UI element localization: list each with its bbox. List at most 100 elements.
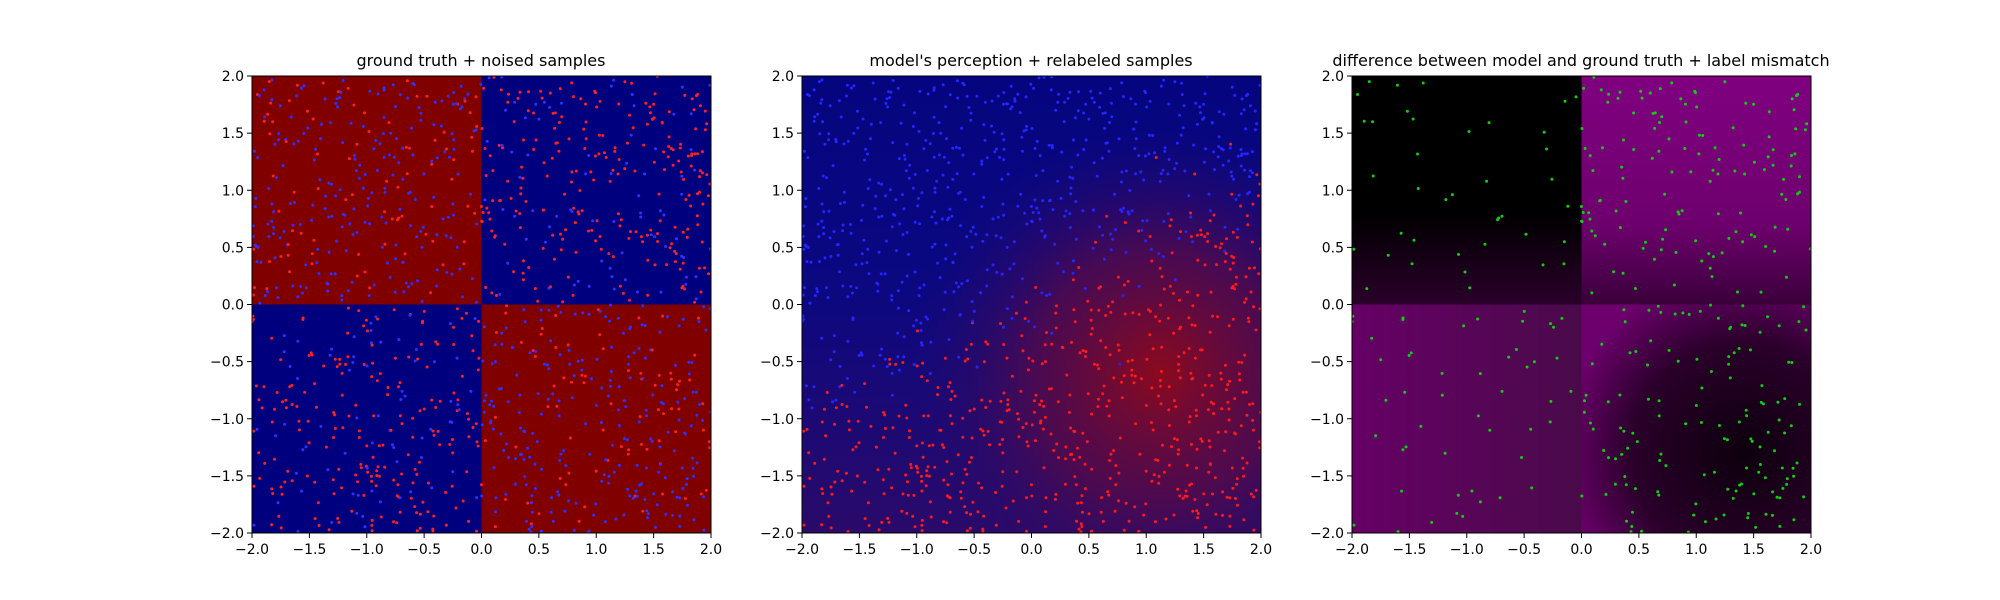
- scatter-point: [1029, 205, 1033, 208]
- scatter-point: [252, 293, 255, 297]
- scatter-point: [1242, 108, 1246, 112]
- scatter-point: [681, 230, 685, 234]
- scatter-point: [354, 473, 358, 477]
- scatter-point: [432, 433, 436, 437]
- scatter-point: [1771, 148, 1775, 152]
- scatter-point: [1759, 400, 1763, 404]
- scatter-point: [271, 120, 275, 124]
- scatter-point: [698, 190, 701, 194]
- scatter-point: [895, 249, 898, 253]
- scatter-point: [681, 486, 685, 490]
- scatter-point: [489, 421, 492, 425]
- scatter-point: [1195, 233, 1199, 237]
- scatter-point: [1752, 160, 1756, 164]
- x-tick-label: −1.0: [350, 542, 384, 558]
- scatter-point: [1054, 326, 1058, 330]
- scatter-point: [383, 190, 387, 194]
- scatter-point: [897, 368, 901, 372]
- scatter-point: [482, 410, 486, 414]
- scatter-point: [963, 467, 967, 471]
- scatter-point: [304, 263, 308, 267]
- scatter-point: [913, 111, 916, 115]
- scatter-point: [1137, 284, 1141, 288]
- scatter-point: [1196, 293, 1200, 297]
- scatter-point: [287, 99, 291, 103]
- scatter-point: [451, 202, 455, 206]
- scatter-point: [1201, 393, 1205, 397]
- scatter-point: [434, 406, 438, 409]
- scatter-point: [1073, 475, 1077, 479]
- scatter-point: [1071, 271, 1075, 275]
- scatter-point: [399, 398, 403, 401]
- scatter-point: [1200, 348, 1204, 352]
- scatter-point: [1223, 449, 1226, 453]
- scatter-point: [1789, 164, 1793, 168]
- scatter-point: [960, 126, 964, 130]
- scatter-point: [982, 195, 986, 199]
- scatter-point: [1087, 117, 1091, 121]
- scatter-point: [884, 194, 888, 198]
- scatter-point: [529, 530, 533, 533]
- scatter-point: [836, 243, 840, 246]
- scatter-point: [1096, 397, 1100, 401]
- scatter-point: [853, 390, 857, 394]
- scatter-point: [838, 385, 842, 389]
- scatter-point: [576, 359, 580, 363]
- scatter-point: [822, 232, 826, 236]
- scatter-point: [291, 284, 295, 288]
- scatter-point: [518, 453, 522, 456]
- scatter-point: [1124, 169, 1128, 173]
- scatter-point: [646, 516, 650, 520]
- scatter-point: [371, 455, 375, 459]
- scatter-point: [1220, 242, 1224, 246]
- scatter-point: [409, 490, 413, 494]
- scatter-point: [542, 161, 546, 165]
- scatter-point: [1240, 97, 1244, 101]
- scatter-point: [1042, 466, 1046, 470]
- scatter-point: [273, 407, 276, 411]
- scatter-point: [1151, 134, 1155, 137]
- scatter-point: [815, 287, 819, 291]
- scatter-point: [677, 407, 681, 411]
- scatter-point: [965, 472, 969, 476]
- scatter-point: [1142, 178, 1146, 182]
- scatter-point: [1529, 427, 1533, 431]
- scatter-point: [263, 115, 267, 119]
- x-tick-label: 0.0: [1020, 542, 1042, 558]
- scatter-point: [532, 111, 536, 115]
- scatter-point: [474, 300, 478, 304]
- scatter-point: [658, 219, 662, 223]
- scatter-point: [330, 520, 334, 524]
- scatter-point: [1500, 389, 1504, 393]
- scatter-point: [1443, 451, 1447, 455]
- scatter-point: [1194, 101, 1198, 105]
- scatter-point: [920, 523, 924, 527]
- scatter-point: [1041, 199, 1045, 203]
- scatter-point: [1224, 252, 1228, 255]
- scatter-point: [490, 229, 494, 233]
- scatter-point: [839, 202, 842, 206]
- scatter-point: [1144, 404, 1148, 407]
- scatter-point: [267, 187, 271, 190]
- scatter-point: [506, 261, 510, 265]
- scatter-point: [1600, 342, 1604, 346]
- x-tick-label: −1.0: [1450, 542, 1484, 558]
- scatter-point: [604, 458, 608, 462]
- ticks: −2.0 −1.5 −1.0 −0.5 0.0 0.5 1.0 1.5 2.0−2.0−1.5−…: [760, 69, 1272, 558]
- scatter-point: [822, 210, 826, 214]
- scatter-point: [705, 122, 709, 126]
- scatter-point: [700, 240, 704, 244]
- scatter-point: [566, 343, 570, 347]
- scatter-point: [1629, 530, 1633, 533]
- scatter-point: [1129, 97, 1133, 101]
- scatter-point: [1744, 101, 1748, 105]
- scatter-point: [874, 445, 878, 449]
- scatter-point: [879, 121, 883, 125]
- scatter-point: [596, 308, 600, 312]
- scatter-point: [361, 514, 365, 518]
- scatter-point: [890, 225, 894, 229]
- scatter-point: [1767, 110, 1771, 114]
- scatter-point: [280, 492, 284, 496]
- scatter-point: [334, 194, 338, 198]
- scatter-point: [1112, 376, 1116, 380]
